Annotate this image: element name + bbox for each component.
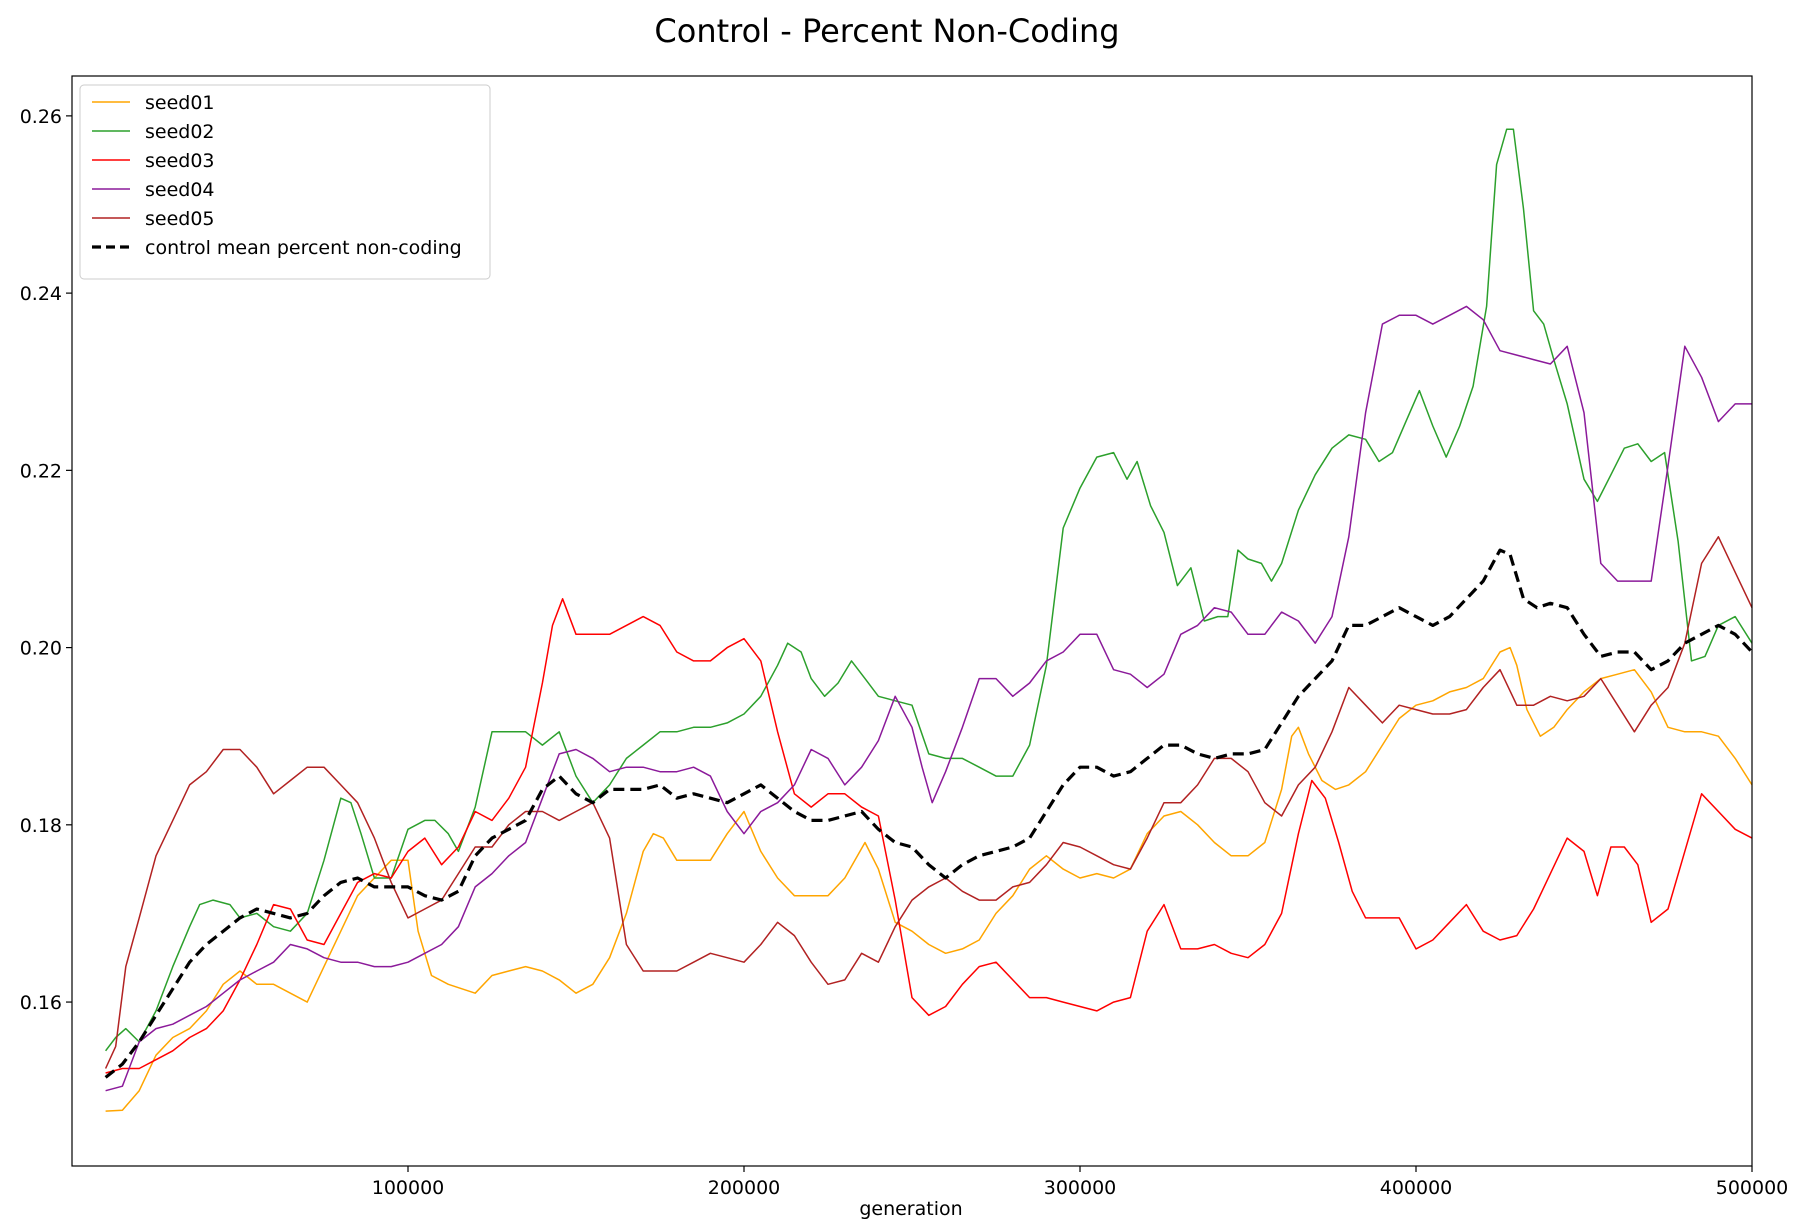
legend-label: seed05 [145,208,215,230]
legend-label: seed01 [145,92,215,114]
series-line-seed05 [104,536,1753,1069]
x-tick-label: 400000 [1380,1177,1453,1199]
y-axis: 0.16 0.18 0.20 0.22 0.24 0.26 [20,106,72,1014]
legend-box [79,84,491,280]
legend-label: seed04 [145,179,215,201]
x-tick-label: 500000 [1716,1177,1789,1199]
y-tick-label: 0.22 [20,460,62,482]
legend-label: control mean percent non-coding [145,237,462,259]
y-tick-label: 0.24 [20,283,62,305]
series-line-seed02 [105,128,1753,1052]
y-tick-label: 0.26 [20,106,62,128]
x-tick-label: 200000 [708,1177,781,1199]
plot-frame [71,75,1753,1167]
plot-area [104,128,1754,1112]
legend-label: seed02 [145,121,215,143]
y-tick-label: 0.16 [20,992,62,1014]
series-line-seed04 [105,305,1752,1092]
series-layer [104,128,1754,1112]
x-tick-label: 100000 [372,1177,445,1199]
y-tick-label: 0.20 [20,638,62,660]
x-axis-label: generation [859,1198,962,1220]
series-line-seed03 [105,598,1753,1074]
series-line-control-mean-percent-non-coding [104,548,1754,1079]
legend: seed01 seed02 seed03 seed04 seed05 control me… [79,84,491,280]
y-tick-label: 0.18 [20,815,62,837]
chart-title: Control - Percent Non-Coding [654,12,1119,50]
legend-label: seed03 [145,150,215,172]
x-tick-label: 300000 [1044,1177,1117,1199]
x-axis: 100000 200000 300000 400000 500000 [372,1166,1789,1199]
